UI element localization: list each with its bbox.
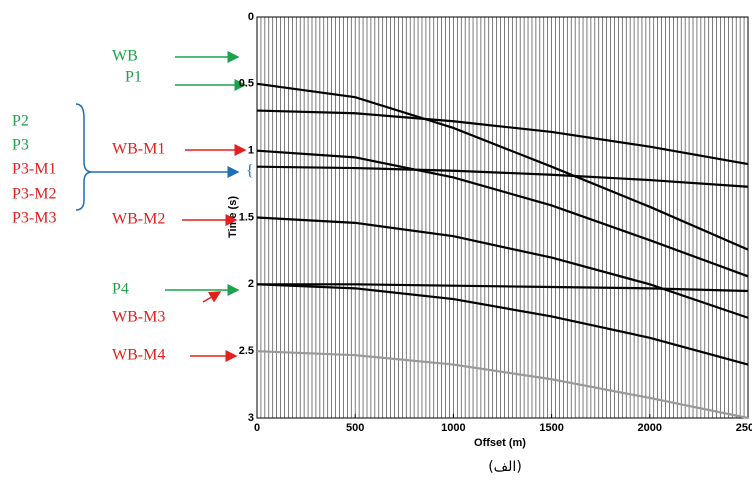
annotation: P2 [12, 113, 29, 130]
annotation: P3-M3 [12, 210, 56, 227]
x-axis-label: Offset (m) [474, 437, 526, 449]
annotation: P3-M2 [12, 186, 56, 203]
y-tick-label: 2.5 [239, 345, 254, 357]
event-line [256, 350, 749, 420]
annotation: P3-M1 [12, 161, 56, 178]
annotation: P4 [112, 281, 129, 298]
y-axis-label: Time (s) [227, 196, 239, 238]
y-tick-label: 1.5 [239, 211, 254, 223]
event-line [256, 165, 749, 188]
annotation: WB-M4 [112, 347, 165, 364]
y-tick-label: 2 [248, 278, 254, 290]
arrow [202, 291, 222, 303]
event-line [256, 283, 749, 366]
event-line [256, 82, 749, 251]
y-tick-label: 3 [248, 412, 254, 424]
annotation: WB-M2 [112, 211, 165, 228]
x-tick-label: 2000 [638, 422, 662, 434]
annotation: P3 [12, 137, 29, 154]
x-tick-label: 500 [346, 422, 364, 434]
x-tick-label: 0 [254, 422, 260, 434]
annotation: P1 [125, 69, 142, 86]
y-tick-label: 1 [248, 145, 254, 157]
x-tick-label: 1000 [441, 422, 465, 434]
brace [75, 103, 93, 211]
annotation: WB-M3 [112, 309, 165, 326]
y-tick-label: 0.5 [239, 78, 254, 90]
annotation: WB-M1 [112, 141, 165, 158]
event-line [257, 283, 749, 293]
x-tick-label: 1500 [539, 422, 563, 434]
event-line [256, 216, 749, 319]
y-tick-label: 0 [248, 11, 254, 23]
brace: { [246, 163, 254, 180]
event-line [256, 149, 749, 278]
event-line [256, 109, 749, 166]
chart-title: (الف) [488, 459, 522, 475]
seismic-traces [256, 17, 749, 418]
annotation: WB [112, 48, 138, 65]
